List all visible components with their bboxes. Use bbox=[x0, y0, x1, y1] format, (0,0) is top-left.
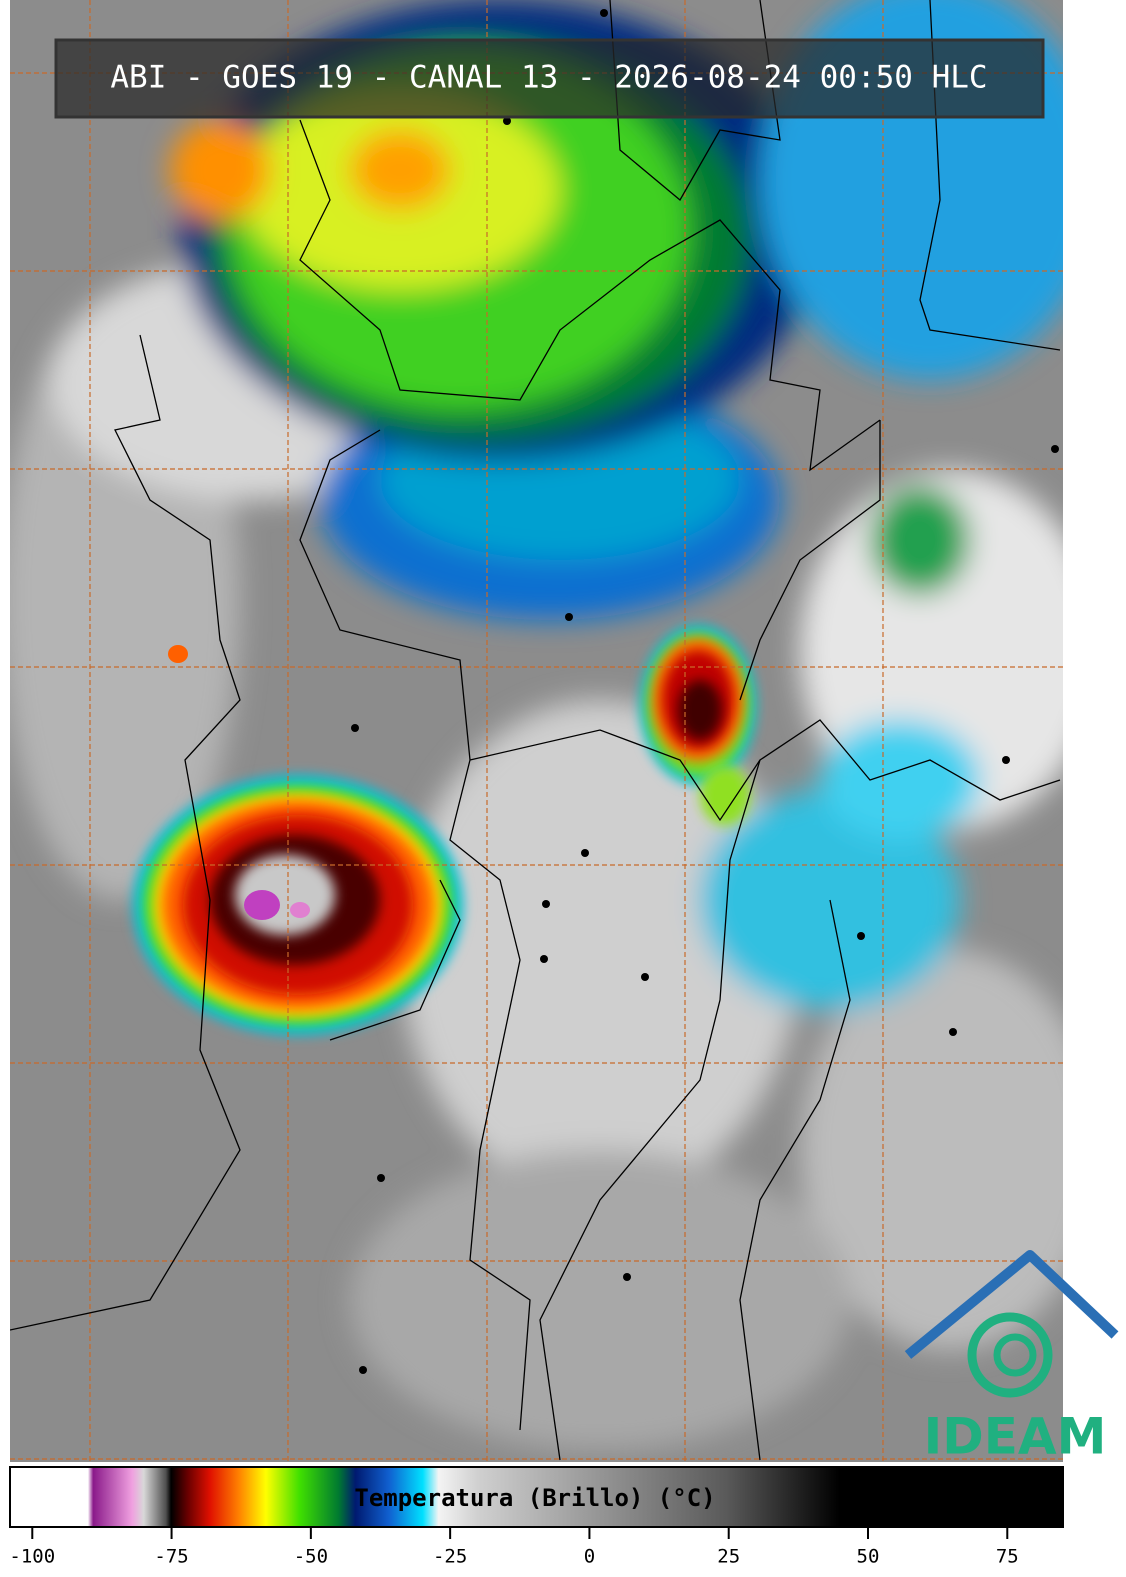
tick-label: 50 bbox=[857, 1546, 880, 1568]
title: ABI - GOES 19 - CANAL 13 - 2026-08-24 00… bbox=[110, 60, 987, 96]
graticule bbox=[10, 0, 1063, 1462]
tick-label: 25 bbox=[717, 1546, 740, 1568]
tick-label: -50 bbox=[294, 1546, 328, 1568]
borders bbox=[10, 0, 1061, 1461]
tick-label: -75 bbox=[154, 1546, 188, 1568]
logo-text: IDEAM bbox=[924, 1408, 1107, 1466]
colorbar-label: Temperatura (Brillo) (°C) bbox=[354, 1484, 715, 1512]
colorbar-ticks: -100 -75 -50 -25 0 25 50 75 bbox=[9, 1527, 1019, 1568]
tick-label: -100 bbox=[9, 1546, 55, 1568]
colorbar bbox=[9, 1466, 1064, 1528]
tick-label: -25 bbox=[433, 1546, 467, 1568]
map bbox=[10, 0, 1063, 1462]
title-box bbox=[54, 38, 1045, 119]
city-markers bbox=[351, 9, 1059, 1374]
logo: IDEAM bbox=[904, 1250, 1119, 1466]
tick-label: 75 bbox=[996, 1546, 1019, 1568]
storm-east bbox=[168, 625, 756, 825]
tick-label: 0 bbox=[584, 1546, 595, 1568]
storm-west bbox=[133, 775, 463, 1035]
